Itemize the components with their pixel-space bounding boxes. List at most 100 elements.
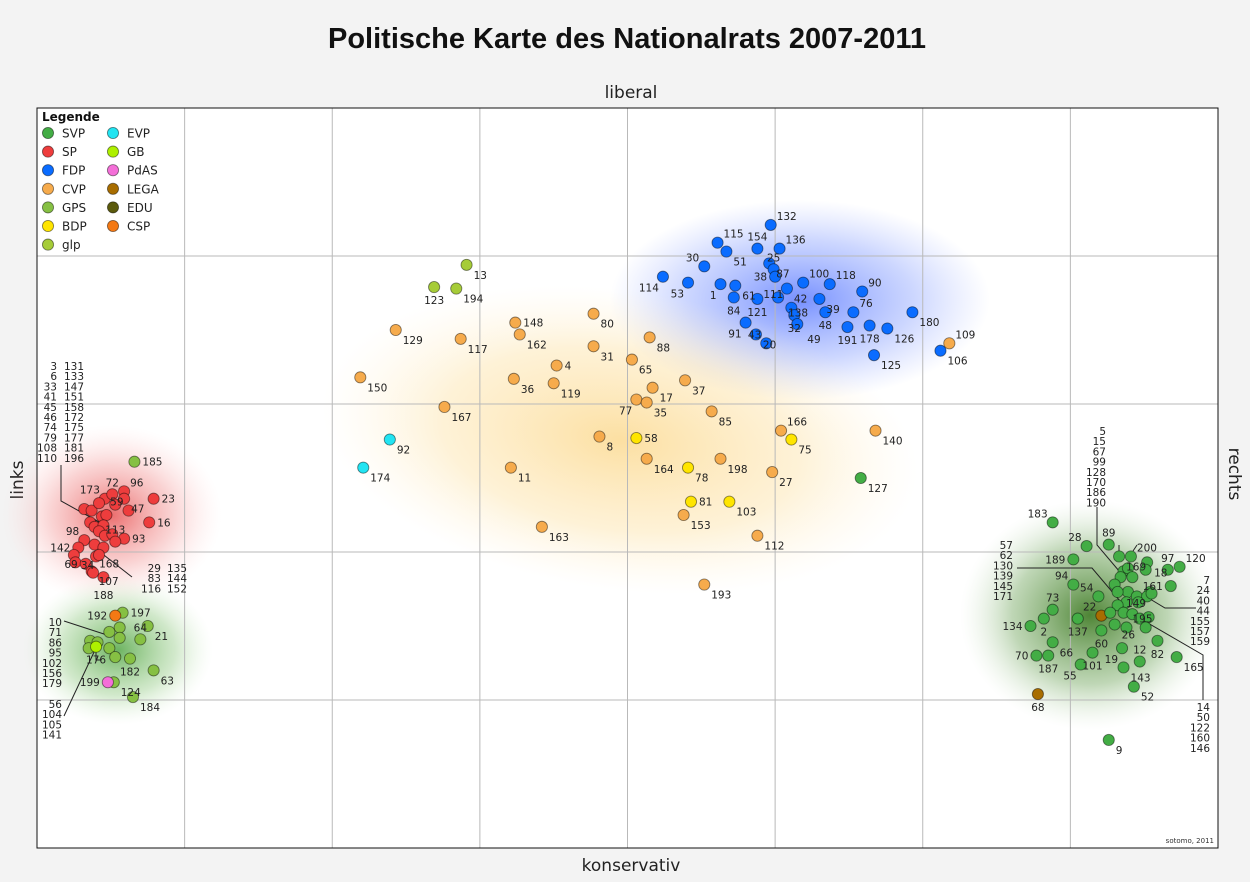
data-point-label: 26 xyxy=(1122,630,1136,642)
data-point-label: 183 xyxy=(1028,508,1048,520)
plot-border xyxy=(36,107,1219,849)
point-label-list-item: 95 xyxy=(49,648,62,660)
data-point-label: 61 xyxy=(742,291,755,303)
legend-marker-gps xyxy=(41,201,55,214)
data-point-fdp xyxy=(749,328,762,341)
point-label-list-item: 57 xyxy=(1000,540,1013,552)
point-label-list-item: 157 xyxy=(1190,626,1210,638)
point-label-list-item: 5 xyxy=(1099,426,1106,438)
legend-marker-pdas xyxy=(106,164,120,177)
point-label-list-item: 128 xyxy=(1086,467,1106,479)
legend-marker-bdp xyxy=(41,219,55,233)
data-point-cvp xyxy=(705,405,718,418)
data-point-label: 34 xyxy=(81,560,95,572)
legend-title: Legende xyxy=(42,110,100,124)
legend-label-gps: GPS xyxy=(62,201,86,215)
data-point-label: 180 xyxy=(919,317,939,329)
point-label-list-item: 171 xyxy=(993,591,1013,603)
data-point-label: 114 xyxy=(639,283,659,295)
data-point-label: 55 xyxy=(1063,670,1076,682)
data-point-label: 2 xyxy=(1040,627,1047,639)
data-point-cvp xyxy=(943,337,956,350)
point-label-list-item: 50 xyxy=(1197,712,1210,724)
data-point-svp xyxy=(1030,649,1043,662)
data-point-svp xyxy=(1080,540,1093,553)
data-point-label: 21 xyxy=(155,631,168,643)
data-point-label: 193 xyxy=(711,590,731,602)
data-point-cvp xyxy=(550,359,563,372)
data-point-svp xyxy=(1095,624,1108,637)
data-point-fdp xyxy=(760,337,773,350)
data-points xyxy=(67,218,1186,747)
point-label-list-item: 170 xyxy=(1086,477,1106,489)
data-point-label: 148 xyxy=(523,318,543,330)
data-point-sp xyxy=(109,498,122,511)
label-groups: 3633414546747910811013113314715115817217… xyxy=(37,361,1210,755)
data-point-cvp xyxy=(698,578,711,591)
data-point-label: 120 xyxy=(1186,553,1206,565)
data-point-label: 38 xyxy=(754,272,767,284)
data-point-cvp xyxy=(454,332,467,345)
data-point-svp xyxy=(1074,658,1087,671)
legend-label-glp: glp xyxy=(62,238,81,252)
data-point-sp xyxy=(109,535,122,548)
point-label-list-item: 175 xyxy=(64,422,84,434)
data-point-gps xyxy=(113,631,126,644)
cvp-density-cloud xyxy=(322,285,918,595)
data-point-svp xyxy=(1173,560,1186,573)
data-point-label: 39 xyxy=(826,304,839,316)
legend-marker-sp xyxy=(41,145,55,158)
data-point-label: 31 xyxy=(601,351,614,363)
data-point-cvp xyxy=(587,340,600,353)
data-point-label: 113 xyxy=(105,525,125,537)
data-point-label: 121 xyxy=(747,307,767,319)
credit-text: sotomo, 2011 xyxy=(1166,837,1214,845)
grid-lines xyxy=(37,108,1218,848)
data-point-label: 162 xyxy=(527,339,547,351)
data-point-svp xyxy=(1037,612,1050,625)
data-point-svp xyxy=(1151,634,1164,647)
data-point-svp xyxy=(1132,596,1145,609)
data-point-label: 43 xyxy=(748,329,761,341)
data-point-svp xyxy=(1046,636,1059,649)
data-point-label: 191 xyxy=(837,335,857,347)
data-point-cvp xyxy=(640,396,653,409)
point-label-list-item: 104 xyxy=(42,709,62,721)
point-label-list-item: 45 xyxy=(44,402,57,414)
data-point-label: 19 xyxy=(1105,654,1118,666)
leader-line xyxy=(95,650,101,661)
data-point-fdp xyxy=(772,291,785,304)
data-point-label: 42 xyxy=(794,294,807,306)
data-point-label: 80 xyxy=(601,319,614,331)
data-point-evp xyxy=(357,461,370,474)
legend-marker-gb xyxy=(106,145,120,158)
data-point-label: 125 xyxy=(881,360,901,372)
data-point-label: 109 xyxy=(955,329,975,341)
data-point-lega xyxy=(1031,688,1044,701)
legend-marker-glp xyxy=(41,238,55,251)
data-point-fdp xyxy=(841,320,854,334)
legend-marker-edu xyxy=(106,201,120,214)
data-point-cvp xyxy=(774,424,788,437)
leader-line xyxy=(99,551,133,578)
data-point-label: 85 xyxy=(719,416,732,428)
data-point-fdp xyxy=(773,242,786,255)
data-point-label: 64 xyxy=(134,622,148,634)
legend-label-evp: EVP xyxy=(127,127,150,141)
data-point-label: 82 xyxy=(1151,649,1164,661)
legend-label-lega: LEGA xyxy=(127,182,160,196)
point-label-list-item: 160 xyxy=(1190,733,1210,745)
data-point-fdp xyxy=(698,260,711,273)
data-point-fdp xyxy=(739,316,752,329)
point-label-list-item: 33 xyxy=(44,381,57,393)
legend-label-csp: CSP xyxy=(127,220,150,234)
data-point-svp xyxy=(1139,563,1152,576)
data-point-svp xyxy=(1161,563,1174,576)
data-point-label: 176 xyxy=(86,655,106,667)
data-point-label: 32 xyxy=(788,323,801,335)
data-point-label: 187 xyxy=(1038,664,1058,676)
legend-label-sp: SP xyxy=(62,145,77,159)
data-point-fdp xyxy=(769,270,782,283)
data-point-label: 53 xyxy=(671,289,684,301)
point-label-list-item: 130 xyxy=(993,560,1013,572)
